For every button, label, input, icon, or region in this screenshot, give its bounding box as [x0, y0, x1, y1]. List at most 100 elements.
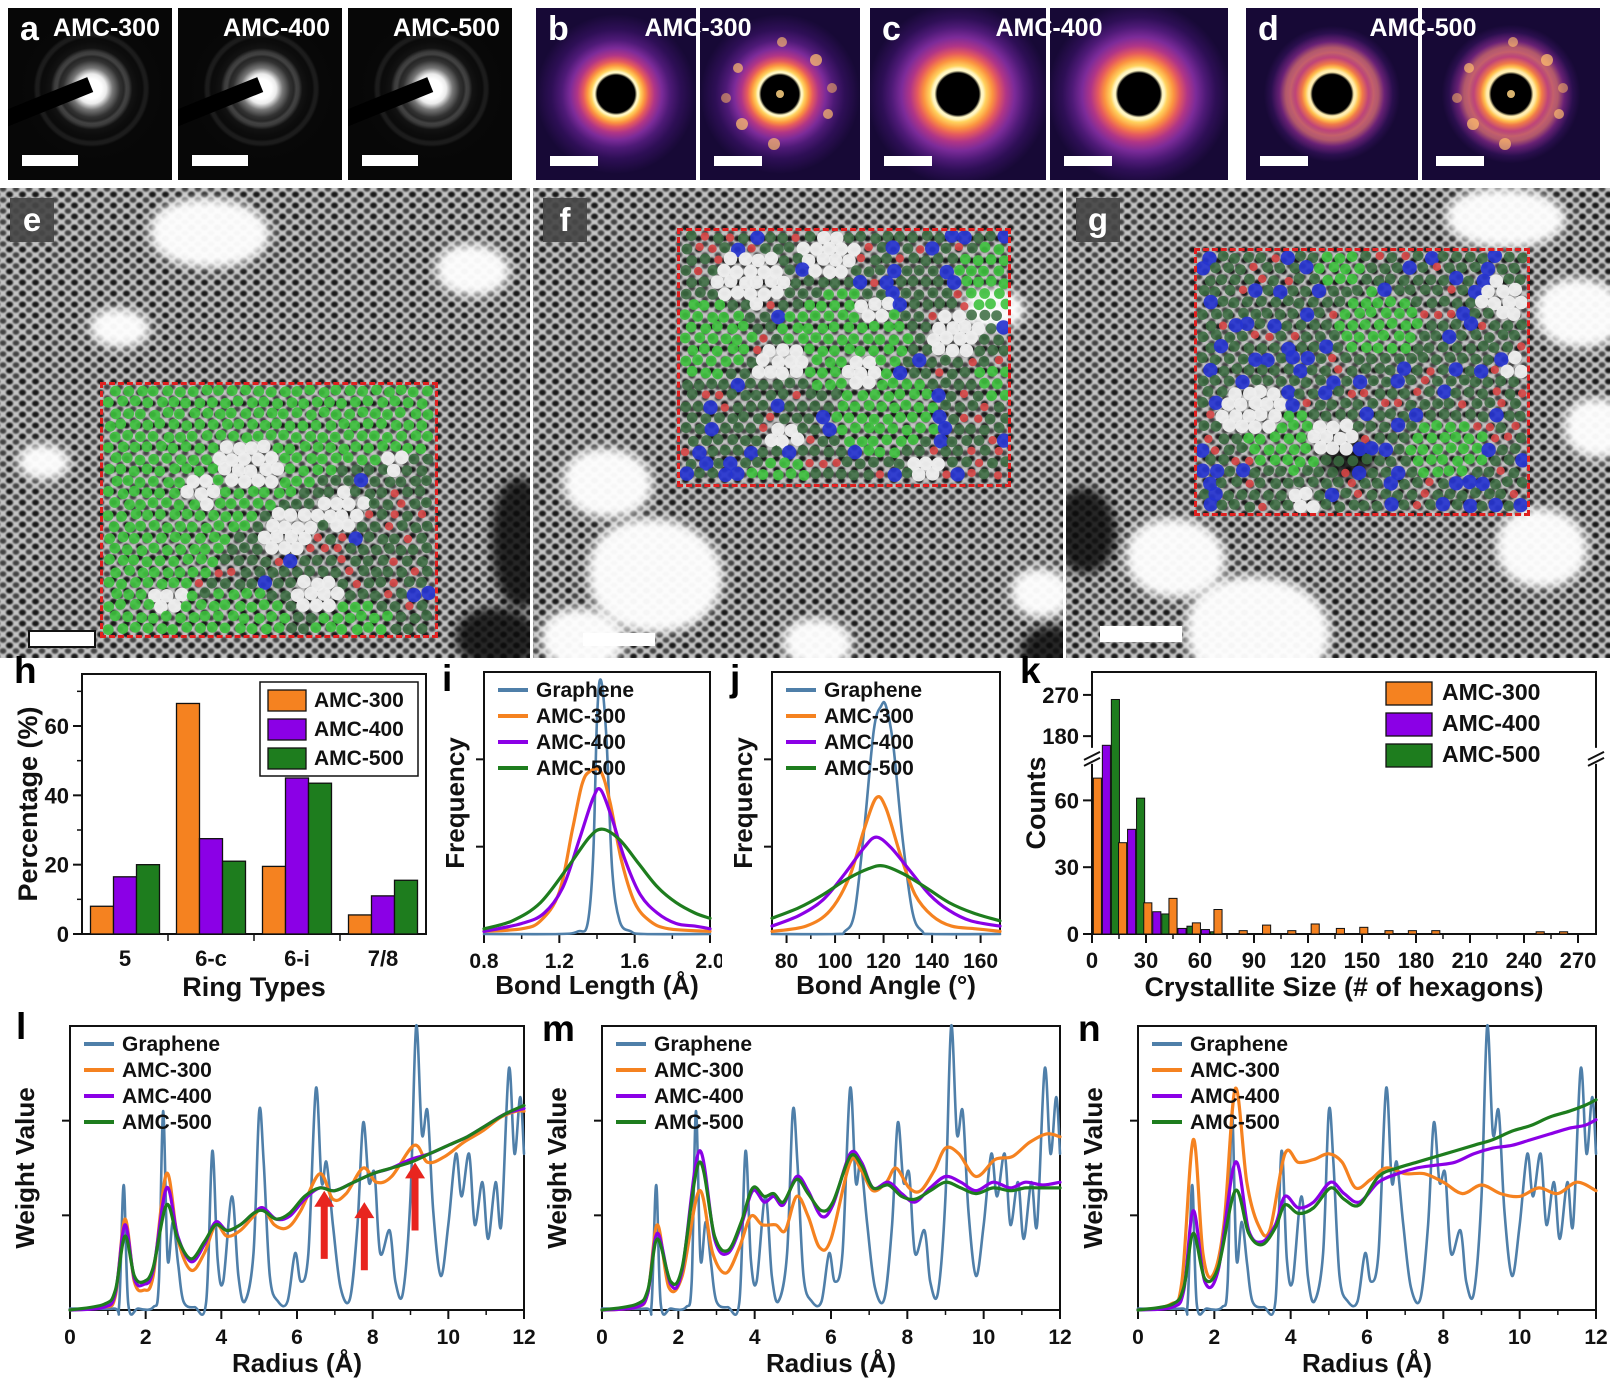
series-line-AMC-300 — [1136, 1086, 1598, 1312]
ring-atom — [879, 275, 894, 290]
ring-atom — [148, 542, 160, 554]
bar-AMC-400-6-c — [198, 838, 224, 935]
ring-atom — [1450, 318, 1462, 330]
ring-atom — [954, 242, 964, 252]
ring-atom — [1258, 502, 1267, 512]
ring-atom — [376, 418, 387, 430]
ring-atom — [390, 441, 402, 452]
ring-atom — [1497, 329, 1509, 340]
ring-atom — [416, 577, 427, 588]
ring-atom — [1478, 321, 1487, 331]
ring-atom — [883, 391, 895, 402]
ring-atom — [1514, 410, 1526, 422]
ring-atom — [1476, 431, 1488, 443]
ring-atom — [1244, 273, 1255, 285]
ring-atom — [1354, 307, 1365, 319]
ring-atom — [337, 555, 346, 564]
ring-atom — [868, 456, 879, 468]
ring-atom — [357, 406, 369, 418]
ring-atom — [680, 265, 692, 276]
ring-atom — [1309, 319, 1320, 331]
panel-e-ring-overlay — [100, 382, 438, 638]
ring-atom — [292, 611, 304, 623]
ring-atom — [973, 299, 985, 311]
ring-atom — [395, 611, 407, 623]
ring-atom — [1240, 316, 1255, 331]
ring-atom — [922, 299, 934, 310]
ring-atom — [1413, 387, 1422, 396]
ring-atom — [298, 531, 312, 546]
ring-atom — [1339, 442, 1353, 456]
ring-atom — [931, 341, 946, 356]
scale-bar — [22, 155, 78, 166]
ring-atom — [1347, 455, 1359, 467]
ring-atom — [195, 599, 207, 610]
ring-atom — [1326, 399, 1338, 410]
ring-atom — [421, 475, 432, 486]
panel-f-ring-overlay — [677, 228, 1011, 487]
ring-atom — [350, 396, 361, 408]
ring-atom — [1374, 432, 1386, 444]
ring-atom — [303, 520, 318, 535]
ring-atom — [730, 466, 745, 481]
ring-atom — [699, 456, 714, 471]
ring-atom — [1361, 453, 1373, 465]
ring-atom — [401, 465, 413, 476]
panel-b-diffraction-image-1: b — [536, 8, 696, 180]
ring-atom — [111, 588, 123, 600]
ring-atom — [128, 485, 140, 497]
ring-atom — [1233, 397, 1248, 412]
ring-atom — [1437, 341, 1449, 353]
panel-letter-a: a — [20, 10, 39, 48]
chart-text: AMC-500 — [122, 1111, 212, 1134]
ring-atom — [1284, 276, 1293, 286]
ring-atom — [893, 321, 905, 332]
ring-atom — [363, 442, 374, 454]
ring-atom — [947, 253, 959, 264]
ring-atom — [278, 541, 292, 555]
ring-atom — [1470, 487, 1481, 499]
bar-AMC-300 — [1535, 931, 1545, 935]
ring-atom — [134, 408, 146, 420]
ring-atom — [877, 379, 888, 391]
ring-atom — [121, 452, 133, 464]
ring-atom — [1288, 419, 1299, 431]
ring-atom — [692, 311, 704, 322]
ring-atom — [1400, 455, 1412, 467]
ring-atom — [850, 265, 862, 276]
ring-atom — [322, 598, 336, 613]
ring-atom — [103, 576, 115, 588]
ring-atom — [389, 395, 401, 407]
ring-atom — [1503, 273, 1515, 285]
ring-atom — [1223, 353, 1235, 364]
red-arrow-annotation — [314, 1190, 335, 1259]
ring-atom — [1391, 465, 1406, 481]
panel-a-saed-image-1: a AMC-300 — [8, 8, 172, 180]
ring-atom — [893, 458, 905, 470]
ring-atom — [212, 610, 224, 622]
ring-atom — [1385, 456, 1397, 467]
chart-text: 60 — [1188, 948, 1212, 973]
chart-text: 5 — [119, 946, 131, 971]
ring-atom — [779, 457, 791, 469]
ring-atom — [922, 344, 933, 355]
ring-atom — [1340, 263, 1351, 275]
chart-text: 0 — [57, 922, 69, 947]
ring-atom — [136, 545, 148, 557]
ring-atom — [740, 435, 751, 446]
bar-AMC-300 — [1143, 902, 1153, 935]
ring-atom — [421, 542, 433, 554]
ring-atom — [356, 430, 368, 442]
ring-atom — [278, 566, 290, 578]
ring-atom — [401, 555, 413, 567]
ring-atom — [422, 565, 433, 577]
ring-atom — [723, 456, 738, 471]
ring-atom — [124, 521, 136, 533]
ring-atom — [188, 454, 200, 466]
ring-atom — [1469, 376, 1481, 388]
ring-atom — [1443, 465, 1455, 477]
chart-text: 0 — [1067, 922, 1079, 947]
ring-atom — [376, 600, 388, 612]
ring-atom — [704, 422, 719, 437]
ring-atom — [1444, 262, 1455, 274]
